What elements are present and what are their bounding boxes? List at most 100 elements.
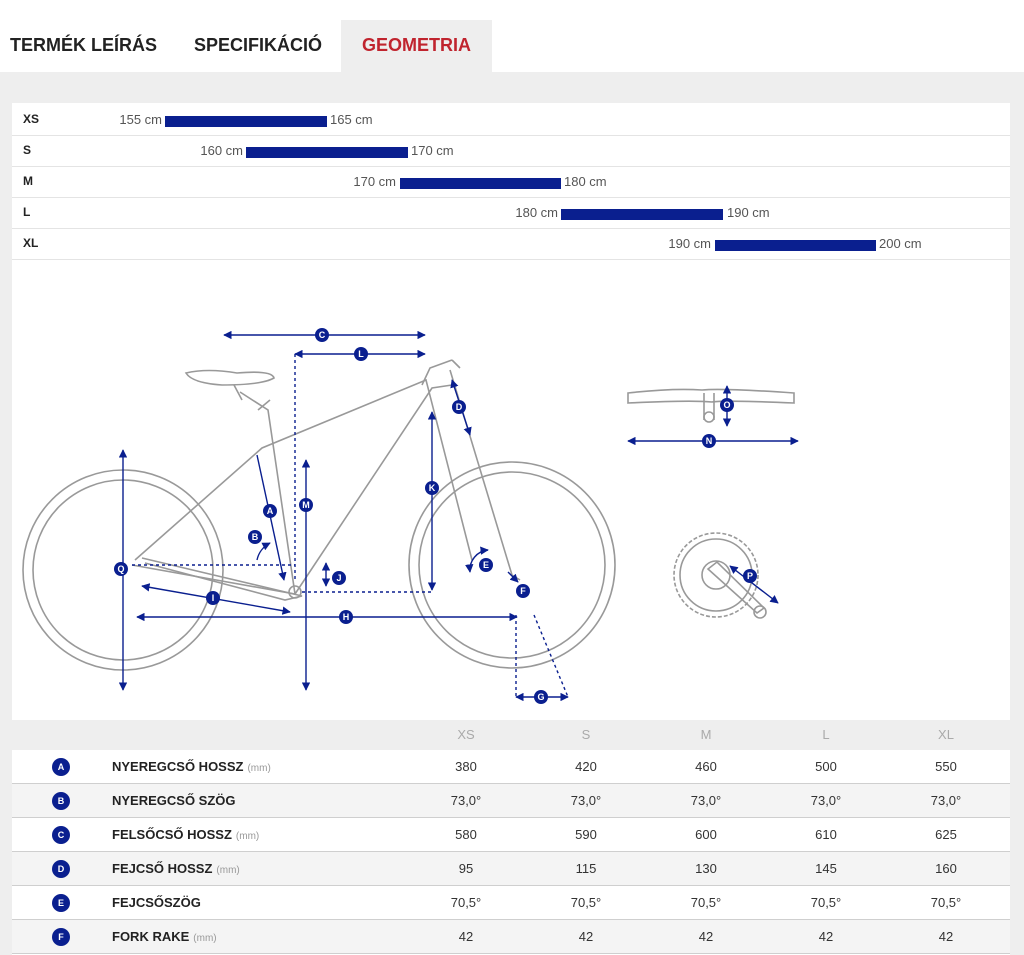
svg-text:P: P <box>747 571 753 581</box>
marker-o: O <box>720 398 734 412</box>
tab-product-description[interactable]: TERMÉK LEÍRÁS <box>10 35 158 55</box>
cell-value: 73,0° <box>570 793 602 808</box>
size-max: 165 cm <box>330 112 373 127</box>
column-header: S <box>581 727 591 742</box>
size-min: 190 cm <box>668 236 711 251</box>
svg-text:J: J <box>336 573 341 583</box>
size-max: 180 cm <box>564 174 607 189</box>
cell-value: 70,5° <box>570 895 602 910</box>
row-label: FELSŐCSŐ HOSSZ (mm) <box>112 827 260 842</box>
cell-value: 580 <box>455 827 477 842</box>
table-row: A NYEREGCSŐ HOSSZ (mm) 380 420 460 500 55… <box>12 750 1010 784</box>
handlebar-drawing <box>627 388 795 423</box>
row-code-badge: E <box>52 894 70 912</box>
svg-text:L: L <box>358 349 364 359</box>
cell-value: 42 <box>938 929 954 944</box>
size-max: 190 cm <box>727 205 770 220</box>
cell-value: 42 <box>818 929 834 944</box>
marker-m: M <box>299 498 313 512</box>
cell-value: 42 <box>458 929 474 944</box>
svg-text:D: D <box>456 402 463 412</box>
bike-diagram-svg: A B C D E F G H I J K L M N O P Q <box>22 328 799 704</box>
bike-outline <box>22 359 616 671</box>
svg-text:O: O <box>723 400 730 410</box>
svg-text:A: A <box>267 506 274 516</box>
tab-specification[interactable]: SPECIFIKÁCIÓ <box>194 35 323 55</box>
svg-text:C: C <box>319 330 326 340</box>
marker-d: D <box>452 400 466 414</box>
size-name: S <box>23 143 32 157</box>
cell-value: 95 <box>458 861 474 876</box>
front-wheel-outer <box>408 461 616 669</box>
cell-value: 70,5° <box>450 895 482 910</box>
row-label: NYEREGCSŐ HOSSZ (mm) <box>112 759 271 774</box>
cell-value: 625 <box>935 827 957 842</box>
cell-value: 380 <box>455 759 477 774</box>
row-code-badge: F <box>52 928 70 946</box>
size-row: XL 190 cm 200 cm <box>12 229 1010 260</box>
row-unit: (mm) <box>193 933 217 944</box>
marker-l: L <box>354 347 368 361</box>
cell-value: 73,0° <box>690 793 722 808</box>
svg-text:Q: Q <box>117 564 124 574</box>
cell-value: 500 <box>815 759 837 774</box>
row-code-badge: C <box>52 826 70 844</box>
geometry-table: XS S M L XL A NYEREGCSŐ HOSSZ (mm) 380 42… <box>12 720 1010 955</box>
size-range-bar <box>715 240 876 251</box>
marker-i: I <box>206 591 220 605</box>
size-name: M <box>23 174 33 188</box>
cell-value: 130 <box>695 861 717 876</box>
table-row: C FELSŐCSŐ HOSSZ (mm) 580 590 600 610 625 <box>12 818 1010 852</box>
cell-value: 460 <box>695 759 717 774</box>
size-name: XL <box>23 236 39 250</box>
marker-q: Q <box>114 562 128 576</box>
row-unit: (mm) <box>216 865 240 876</box>
svg-text:I: I <box>212 593 215 603</box>
tab-geometry[interactable]: GEOMETRIA <box>341 20 492 72</box>
size-range-bar <box>400 178 561 189</box>
cell-value: 160 <box>935 861 957 876</box>
cell-value: 70,5° <box>690 895 722 910</box>
marker-k: K <box>425 481 439 495</box>
row-code-badge: B <box>52 792 70 810</box>
svg-text:F: F <box>520 586 526 596</box>
row-label: NYEREGCSŐ SZÖG <box>112 793 236 808</box>
cell-value: 550 <box>935 759 957 774</box>
row-code-badge: A <box>52 758 70 776</box>
column-header: XL <box>938 727 954 742</box>
geometry-table-header: XS S M L XL <box>12 720 1010 750</box>
marker-h: H <box>339 610 353 624</box>
cell-value: 42 <box>698 929 714 944</box>
size-min: 160 cm <box>200 143 243 158</box>
svg-text:M: M <box>302 500 310 510</box>
cell-value: 590 <box>575 827 597 842</box>
size-min: 155 cm <box>119 112 162 127</box>
diagram-markers: A B C D E F G H I J K L M N O P Q <box>114 328 757 704</box>
svg-text:B: B <box>252 532 259 542</box>
marker-f: F <box>516 584 530 598</box>
size-name: XS <box>23 112 40 126</box>
cell-value: 70,5° <box>930 895 962 910</box>
size-min: 170 cm <box>353 174 396 189</box>
marker-b: B <box>248 530 262 544</box>
cell-value: 600 <box>695 827 717 842</box>
svg-text:K: K <box>429 483 436 493</box>
cell-value: 42 <box>578 929 594 944</box>
size-range-bar <box>246 147 408 158</box>
row-label: FORK RAKE (mm) <box>112 929 217 944</box>
table-row: B NYEREGCSŐ SZÖG 73,0° 73,0° 73,0° 73,0°… <box>12 784 1010 818</box>
row-label: FEJCSŐ HOSSZ (mm) <box>112 861 240 876</box>
row-unit: (mm) <box>235 831 260 842</box>
marker-n: N <box>702 434 716 448</box>
size-row: L 180 cm 190 cm <box>12 198 1010 229</box>
size-max: 170 cm <box>411 143 454 158</box>
svg-text:N: N <box>706 436 713 446</box>
size-range-bar <box>561 209 723 220</box>
table-row: F FORK RAKE (mm) 42 42 42 42 42 <box>12 920 1010 954</box>
cell-value: 73,0° <box>930 793 962 808</box>
tab-bar: TERMÉK LEÍRÁS SPECIFIKÁCIÓ GEOMETRIA <box>0 0 1024 72</box>
svg-text:E: E <box>483 560 489 570</box>
svg-text:H: H <box>343 612 350 622</box>
cell-value: 73,0° <box>810 793 842 808</box>
size-min: 180 cm <box>515 205 558 220</box>
